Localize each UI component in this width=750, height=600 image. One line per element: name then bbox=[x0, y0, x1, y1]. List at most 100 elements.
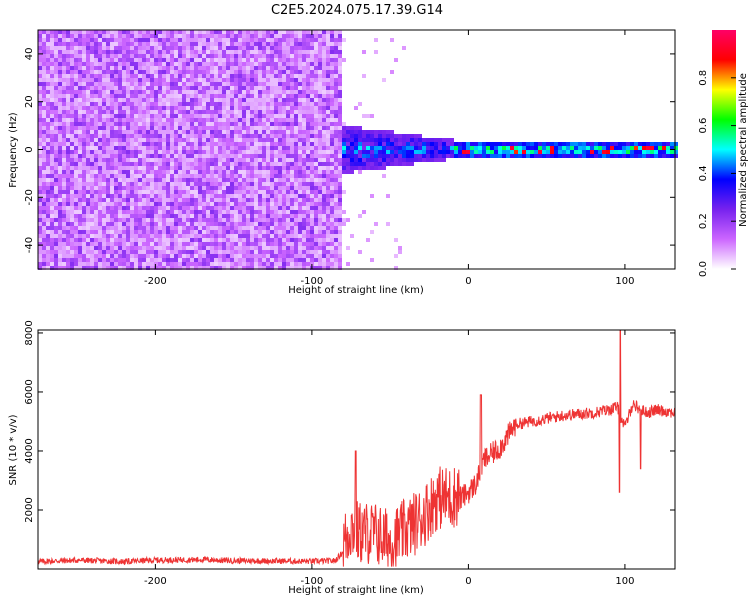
spectrogram-cell bbox=[70, 30, 74, 34]
spectrogram-cell bbox=[202, 154, 206, 158]
spectrogram-cell bbox=[266, 198, 270, 202]
spectrogram-cell bbox=[302, 146, 306, 150]
spectrogram-cell bbox=[262, 214, 266, 218]
spectrogram-cell bbox=[234, 50, 238, 54]
spectrogram-cell bbox=[50, 174, 54, 178]
spectrogram-cell bbox=[174, 238, 178, 242]
spectrogram-cell bbox=[274, 106, 278, 110]
spectrogram-cell bbox=[150, 74, 154, 78]
spectrogram-cell bbox=[342, 38, 346, 42]
spectrogram-cell bbox=[158, 150, 162, 154]
spectrogram-cell bbox=[102, 54, 106, 58]
spectrogram-cell bbox=[190, 238, 194, 242]
spectrogram-cell bbox=[334, 34, 338, 38]
spectrogram-cell bbox=[138, 38, 142, 42]
spectrogram-cell bbox=[178, 142, 182, 146]
spectrogram-cell bbox=[258, 82, 262, 86]
spectrogram-cell bbox=[194, 34, 198, 38]
spectrogram-cell bbox=[254, 98, 258, 102]
spectrogram-cell bbox=[126, 154, 130, 158]
spectrogram-cell bbox=[170, 62, 174, 66]
spectrogram-cell bbox=[118, 38, 122, 42]
spectrogram-cell bbox=[166, 150, 170, 154]
spectrogram-cell bbox=[46, 266, 50, 270]
spectrogram-cell bbox=[326, 242, 330, 246]
spectrogram-cell bbox=[334, 66, 338, 70]
spectrogram-cell bbox=[154, 66, 158, 70]
spectrogram-cell bbox=[326, 190, 330, 194]
spectrogram-cell bbox=[182, 46, 186, 50]
spectrogram-cell bbox=[126, 74, 130, 78]
spectrogram-cell bbox=[214, 42, 218, 46]
spectrogram-cell bbox=[146, 38, 150, 42]
spectrogram-cell bbox=[182, 166, 186, 170]
spectrogram-cell bbox=[358, 134, 362, 138]
spectrogram-cell bbox=[86, 258, 90, 262]
spectrogram-cell bbox=[454, 146, 458, 150]
spectrogram-cell bbox=[62, 54, 66, 58]
spectrogram-cell bbox=[250, 110, 254, 114]
spectrogram-cell bbox=[110, 50, 114, 54]
spectrogram-cell bbox=[330, 94, 334, 98]
spectrogram-cell bbox=[302, 178, 306, 182]
spectrogram-cell bbox=[430, 142, 434, 146]
spectrogram-cell bbox=[106, 62, 110, 66]
spectrogram-cell bbox=[230, 86, 234, 90]
spectrogram-cell bbox=[42, 214, 46, 218]
spectrogram-cell bbox=[106, 170, 110, 174]
spectrogram-cell bbox=[130, 258, 134, 262]
spectrogram-cell bbox=[274, 234, 278, 238]
spectrogram-cell bbox=[50, 238, 54, 242]
spectrogram-cell bbox=[262, 242, 266, 246]
spectrogram-cell bbox=[314, 218, 318, 222]
spectrogram-cell bbox=[42, 138, 46, 142]
spectrogram-cell bbox=[382, 174, 386, 178]
spectrogram-cell bbox=[246, 110, 250, 114]
spectrogram-cell bbox=[182, 78, 186, 82]
spectrogram-cell bbox=[138, 106, 142, 110]
spectrogram-cell bbox=[130, 202, 134, 206]
spectrogram-cell bbox=[166, 114, 170, 118]
spectrogram-cell bbox=[162, 78, 166, 82]
spectrogram-cell bbox=[74, 50, 78, 54]
spectrogram-cell bbox=[54, 146, 58, 150]
spectrogram-cell bbox=[574, 154, 578, 158]
spectrogram-cell bbox=[518, 154, 522, 158]
spectrogram-cell bbox=[170, 46, 174, 50]
spectrogram-cell bbox=[262, 38, 266, 42]
spectrogram-cell bbox=[226, 162, 230, 166]
spectrogram-cell bbox=[218, 174, 222, 178]
spectrogram-cell bbox=[226, 234, 230, 238]
spectrogram-cell bbox=[66, 42, 70, 46]
spectrogram-cell bbox=[266, 182, 270, 186]
spectrogram-cell bbox=[38, 70, 42, 74]
spectrogram-cell bbox=[106, 38, 110, 42]
spectrogram-cell bbox=[222, 190, 226, 194]
spectrogram-cell bbox=[238, 134, 242, 138]
spectrogram-cell bbox=[94, 206, 98, 210]
spectrogram-cell bbox=[170, 190, 174, 194]
spectrogram-cell bbox=[186, 90, 190, 94]
spectrogram-cell bbox=[282, 30, 286, 34]
spectrogram-cell bbox=[198, 82, 202, 86]
spectrogram-cell bbox=[142, 102, 146, 106]
spectrogram-cell bbox=[298, 246, 302, 250]
spectrogram-cell bbox=[274, 30, 278, 34]
spectrogram-cell bbox=[170, 130, 174, 134]
spectrogram-cell bbox=[82, 178, 86, 182]
spectrogram-cell bbox=[266, 110, 270, 114]
spectrogram-cell bbox=[218, 266, 222, 270]
spectrogram-cell bbox=[254, 122, 258, 126]
spectrogram-cell bbox=[150, 130, 154, 134]
spectrogram-cell bbox=[214, 66, 218, 70]
spectrogram-cell bbox=[182, 218, 186, 222]
spectrogram-cell bbox=[118, 154, 122, 158]
spectrogram-cell bbox=[266, 218, 270, 222]
spectrogram-cell bbox=[294, 134, 298, 138]
spectrogram-cell bbox=[54, 250, 58, 254]
spectrogram-cell bbox=[298, 186, 302, 190]
spectrogram-cell bbox=[102, 254, 106, 258]
spectrogram-cell bbox=[214, 78, 218, 82]
spectrogram-cell bbox=[582, 154, 586, 158]
spectrogram-cell bbox=[106, 186, 110, 190]
